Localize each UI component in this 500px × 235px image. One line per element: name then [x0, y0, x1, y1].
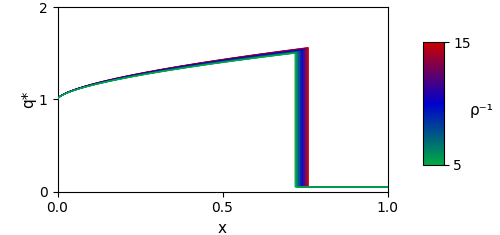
Y-axis label: ρ⁻¹: ρ⁻¹: [470, 103, 494, 118]
Y-axis label: q*: q*: [21, 91, 36, 108]
X-axis label: x: x: [218, 221, 227, 235]
